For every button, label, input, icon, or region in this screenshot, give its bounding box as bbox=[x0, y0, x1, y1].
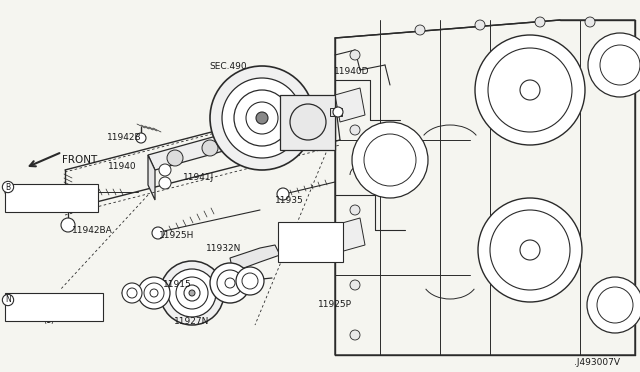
Circle shape bbox=[189, 290, 195, 296]
Circle shape bbox=[350, 205, 360, 215]
Circle shape bbox=[277, 188, 289, 200]
Text: B: B bbox=[5, 183, 11, 192]
Circle shape bbox=[600, 45, 640, 85]
Text: 11942BA: 11942BA bbox=[72, 226, 113, 235]
Circle shape bbox=[152, 227, 164, 239]
Circle shape bbox=[61, 218, 75, 232]
Polygon shape bbox=[335, 218, 365, 252]
Circle shape bbox=[242, 273, 258, 289]
Circle shape bbox=[222, 78, 302, 158]
Polygon shape bbox=[148, 155, 155, 200]
Text: 11942B: 11942B bbox=[107, 133, 141, 142]
Circle shape bbox=[585, 17, 595, 27]
Circle shape bbox=[350, 50, 360, 60]
Circle shape bbox=[160, 261, 224, 325]
Bar bbox=[5, 293, 103, 321]
Text: 11927N: 11927N bbox=[174, 317, 210, 326]
Circle shape bbox=[167, 150, 183, 166]
Circle shape bbox=[520, 80, 540, 100]
Circle shape bbox=[290, 104, 326, 140]
Circle shape bbox=[303, 247, 313, 257]
Circle shape bbox=[159, 177, 171, 189]
Circle shape bbox=[210, 263, 250, 303]
Circle shape bbox=[350, 330, 360, 340]
Circle shape bbox=[490, 210, 570, 290]
Text: 11925P: 11925P bbox=[318, 300, 352, 309]
Circle shape bbox=[301, 233, 315, 247]
Circle shape bbox=[237, 132, 253, 148]
Circle shape bbox=[597, 287, 633, 323]
Text: (2): (2) bbox=[38, 204, 49, 213]
Text: 08918-3401A: 08918-3401A bbox=[34, 305, 88, 314]
Circle shape bbox=[256, 112, 268, 124]
Text: FRONT: FRONT bbox=[62, 155, 97, 165]
Circle shape bbox=[364, 134, 416, 186]
Polygon shape bbox=[230, 245, 280, 272]
Circle shape bbox=[246, 102, 278, 134]
Circle shape bbox=[236, 267, 264, 295]
Circle shape bbox=[350, 280, 360, 290]
Circle shape bbox=[535, 17, 545, 27]
Circle shape bbox=[234, 90, 290, 146]
Circle shape bbox=[5, 187, 15, 197]
Circle shape bbox=[225, 278, 235, 288]
Circle shape bbox=[475, 35, 585, 145]
Circle shape bbox=[127, 288, 137, 298]
Circle shape bbox=[144, 283, 164, 303]
Polygon shape bbox=[328, 105, 335, 150]
Circle shape bbox=[415, 25, 425, 35]
Text: .J493007V: .J493007V bbox=[574, 358, 620, 367]
Text: 11925H: 11925H bbox=[159, 231, 195, 240]
Circle shape bbox=[588, 33, 640, 97]
Circle shape bbox=[350, 125, 360, 135]
Text: 11940: 11940 bbox=[108, 162, 136, 171]
Circle shape bbox=[122, 283, 142, 303]
Circle shape bbox=[333, 107, 343, 117]
Text: 11940D: 11940D bbox=[334, 67, 369, 76]
Text: N: N bbox=[5, 295, 11, 305]
Polygon shape bbox=[148, 105, 335, 170]
Text: (1): (1) bbox=[43, 316, 54, 325]
Circle shape bbox=[138, 277, 170, 309]
Circle shape bbox=[520, 240, 540, 260]
Polygon shape bbox=[335, 20, 635, 355]
Text: 11932N: 11932N bbox=[206, 244, 241, 253]
Circle shape bbox=[315, 133, 325, 143]
Polygon shape bbox=[335, 88, 365, 122]
Circle shape bbox=[150, 289, 158, 297]
Text: SEC.490: SEC.490 bbox=[209, 62, 247, 71]
Circle shape bbox=[304, 114, 316, 126]
Circle shape bbox=[352, 122, 428, 198]
Circle shape bbox=[315, 115, 325, 125]
Text: 081B8-8251A: 081B8-8251A bbox=[28, 193, 82, 202]
Circle shape bbox=[136, 133, 146, 143]
Bar bbox=[278, 222, 343, 262]
Circle shape bbox=[217, 270, 243, 296]
Bar bbox=[330, 108, 342, 116]
Circle shape bbox=[488, 48, 572, 132]
Text: 11941J: 11941J bbox=[183, 173, 214, 182]
Circle shape bbox=[202, 140, 218, 156]
Circle shape bbox=[210, 66, 314, 170]
Circle shape bbox=[159, 164, 171, 176]
Text: 11915: 11915 bbox=[163, 280, 192, 289]
Circle shape bbox=[168, 269, 216, 317]
Circle shape bbox=[176, 277, 208, 309]
Text: 11925E: 11925E bbox=[298, 234, 332, 243]
Circle shape bbox=[475, 20, 485, 30]
Circle shape bbox=[478, 198, 582, 302]
Text: 11935: 11935 bbox=[275, 196, 304, 205]
Circle shape bbox=[184, 285, 200, 301]
Bar bbox=[5, 184, 98, 212]
Circle shape bbox=[587, 277, 640, 333]
Bar bbox=[280, 95, 335, 150]
